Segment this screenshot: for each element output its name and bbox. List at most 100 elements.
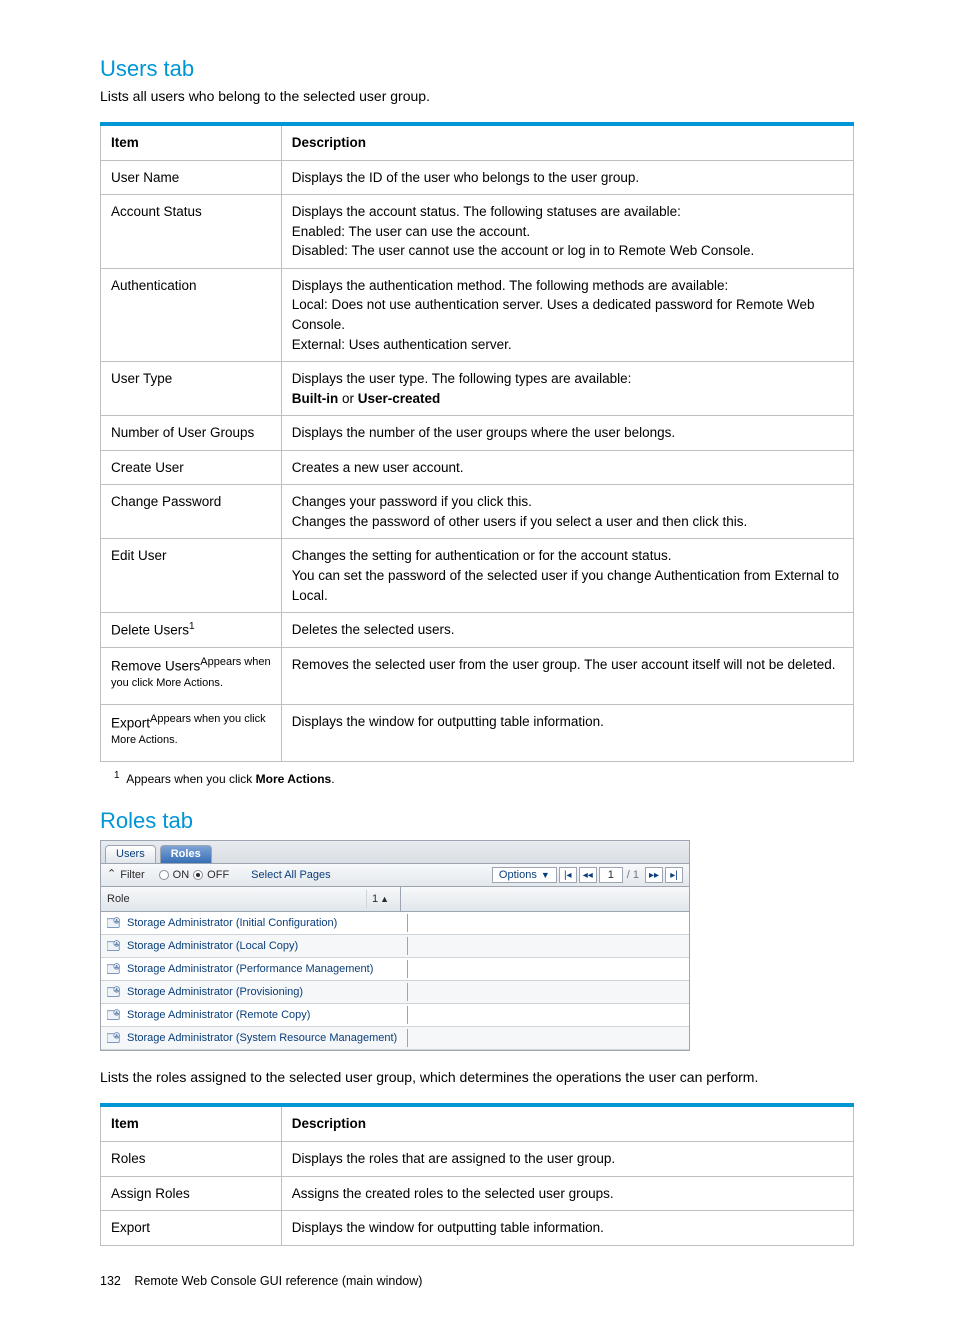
table-row: Number of User GroupsDisplays the number… [101, 416, 854, 451]
table-row: Create UserCreates a new user account. [101, 450, 854, 485]
users-tab-heading: Users tab [100, 56, 854, 82]
roles-tab-heading: Roles tab [100, 808, 854, 834]
pager-first-button[interactable]: |◂ [559, 867, 577, 883]
cell-item: User Name [101, 160, 282, 195]
list-item[interactable]: Storage Administrator (Performance Manag… [101, 958, 689, 981]
cell-item: Roles [101, 1142, 282, 1177]
filter-on-label: ON [173, 869, 190, 881]
role-label: Storage Administrator (Provisioning) [127, 986, 303, 998]
table-row: ExportDisplays the window for outputting… [101, 1211, 854, 1246]
tab-users[interactable]: Users [105, 845, 156, 863]
list-item[interactable]: Storage Administrator (Provisioning) [101, 981, 689, 1004]
list-item[interactable]: Storage Administrator (Local Copy) [101, 935, 689, 958]
role-label: Storage Administrator (Performance Manag… [127, 963, 373, 975]
cell-item: User Type [101, 362, 282, 416]
table-row: Account StatusDisplays the account statu… [101, 195, 854, 269]
table-row: Remove UsersAppears when you click More … [101, 648, 854, 705]
role-icon [107, 916, 121, 930]
filter-off-radio[interactable] [193, 870, 203, 880]
cell-desc: Displays the authentication method. The … [281, 268, 853, 361]
cell-desc: Deletes the selected users. [281, 613, 853, 648]
roles-grid-body: Storage Administrator (Initial Configura… [101, 912, 689, 1050]
roles-grid-header: Role 1▲ [101, 887, 689, 912]
cell-desc: Displays the user type. The following ty… [281, 362, 853, 416]
options-button[interactable]: Options ▼ [492, 867, 557, 883]
list-item[interactable]: Storage Administrator (Remote Copy) [101, 1004, 689, 1027]
cell-item: Number of User Groups [101, 416, 282, 451]
roles-tab-intro: Lists the roles assigned to the selected… [100, 1069, 854, 1085]
chevron-down-icon: ▼ [541, 870, 550, 880]
roles-table-header-item: Item [101, 1105, 282, 1141]
footnote-post: . [331, 772, 334, 786]
footer-text: Remote Web Console GUI reference (main w… [134, 1274, 422, 1288]
role-label: Storage Administrator (System Resource M… [127, 1032, 397, 1044]
collapse-icon[interactable]: ⌃ [107, 869, 116, 880]
pager-current[interactable]: 1 [599, 867, 623, 883]
select-all-pages-link[interactable]: Select All Pages [251, 869, 331, 881]
filter-off-label: OFF [207, 869, 229, 881]
cell-desc: Displays the ID of the user who belongs … [281, 160, 853, 195]
cell-item: Edit User [101, 539, 282, 613]
list-item[interactable]: Storage Administrator (Initial Configura… [101, 912, 689, 935]
pager-prev-button[interactable]: ◂◂ [579, 867, 597, 883]
footnote-num: 1 [114, 770, 120, 781]
cell-item: Create User [101, 450, 282, 485]
list-item[interactable]: Storage Administrator (System Resource M… [101, 1027, 689, 1050]
role-icon [107, 1008, 121, 1022]
cell-desc: Assigns the created roles to the selecte… [281, 1176, 853, 1211]
users-table-footnote: 1 Appears when you click More Actions. [114, 770, 854, 786]
role-label: Storage Administrator (Remote Copy) [127, 1009, 310, 1021]
table-row: Change PasswordChanges your password if … [101, 485, 854, 539]
cell-item: Change Password [101, 485, 282, 539]
role-icon [107, 962, 121, 976]
users-table-header-desc: Description [281, 124, 853, 160]
table-row: Delete Users1Deletes the selected users. [101, 613, 854, 648]
footnote-bold: More Actions [256, 772, 332, 786]
roles-table-header-desc: Description [281, 1105, 853, 1141]
cell-item: ExportAppears when you click More Action… [101, 705, 282, 762]
roles-panel: Users Roles ⌃ Filter ON OFF Select All P… [100, 840, 690, 1051]
options-label: Options [499, 869, 537, 881]
roles-sort-indicator[interactable]: 1▲ [366, 890, 394, 908]
pager-total: / 1 [627, 869, 639, 881]
table-row: RolesDisplays the roles that are assigne… [101, 1142, 854, 1177]
page-footer: 132 Remote Web Console GUI reference (ma… [100, 1274, 854, 1288]
table-row: AuthenticationDisplays the authenticatio… [101, 268, 854, 361]
cell-item: Authentication [101, 268, 282, 361]
table-row: Assign RolesAssigns the created roles to… [101, 1176, 854, 1211]
role-label: Storage Administrator (Initial Configura… [127, 917, 337, 929]
filter-on-radio[interactable] [159, 870, 169, 880]
table-row: Edit UserChanges the setting for authent… [101, 539, 854, 613]
cell-desc: Displays the roles that are assigned to … [281, 1142, 853, 1177]
cell-desc: Creates a new user account. [281, 450, 853, 485]
users-table: Item Description User NameDisplays the I… [100, 122, 854, 762]
cell-desc: Displays the number of the user groups w… [281, 416, 853, 451]
cell-item: Export [101, 1211, 282, 1246]
role-icon [107, 1031, 121, 1045]
role-icon [107, 985, 121, 999]
table-row: User NameDisplays the ID of the user who… [101, 160, 854, 195]
page-number: 132 [100, 1274, 121, 1288]
footnote-pre: Appears when you click [126, 772, 255, 786]
users-table-header-item: Item [101, 124, 282, 160]
cell-desc: Removes the selected user from the user … [281, 648, 853, 705]
cell-desc: Displays the account status. The followi… [281, 195, 853, 269]
cell-item: Delete Users1 [101, 613, 282, 648]
tab-roles[interactable]: Roles [160, 845, 212, 863]
cell-desc: Displays the window for outputting table… [281, 705, 853, 762]
cell-item: Account Status [101, 195, 282, 269]
cell-desc: Changes your password if you click this.… [281, 485, 853, 539]
pager-last-button[interactable]: ▸| [665, 867, 683, 883]
roles-table: Item Description RolesDisplays the roles… [100, 1103, 854, 1245]
role-icon [107, 939, 121, 953]
cell-item: Assign Roles [101, 1176, 282, 1211]
table-row: ExportAppears when you click More Action… [101, 705, 854, 762]
roles-col-role[interactable]: Role [107, 893, 130, 905]
cell-desc: Changes the setting for authentication o… [281, 539, 853, 613]
role-label: Storage Administrator (Local Copy) [127, 940, 298, 952]
cell-desc: Displays the window for outputting table… [281, 1211, 853, 1246]
table-row: User TypeDisplays the user type. The fol… [101, 362, 854, 416]
roles-toolbar: ⌃ Filter ON OFF Select All Pages Options… [101, 863, 689, 887]
cell-item: Remove UsersAppears when you click More … [101, 648, 282, 705]
pager-next-button[interactable]: ▸▸ [645, 867, 663, 883]
